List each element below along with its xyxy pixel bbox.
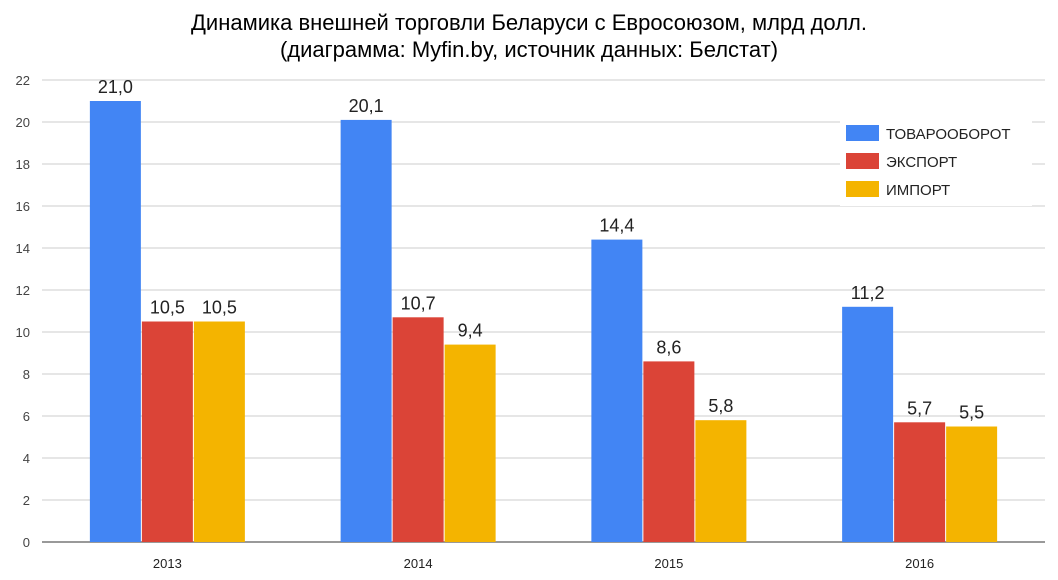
legend-swatch — [846, 125, 879, 141]
data-label: 10,5 — [202, 298, 237, 318]
bar-2014-2 — [444, 344, 496, 542]
bar-2016-1 — [894, 422, 946, 542]
data-label: 10,7 — [401, 293, 436, 313]
bar-2015-2 — [695, 420, 747, 542]
bars: 21,0 10,5 10,5 20,1 10,7 9,4 14,4 8,6 5,8 11,2 5,7… — [89, 77, 998, 543]
data-label: 5,5 — [959, 403, 984, 423]
data-label: 8,6 — [656, 337, 681, 357]
data-label: 5,8 — [708, 396, 733, 416]
y-tick-label: 0 — [23, 535, 30, 550]
bar-2016-2 — [946, 426, 998, 542]
x-tick-label: 2015 — [654, 556, 683, 571]
data-label: 20,1 — [349, 96, 384, 116]
data-label: 9,4 — [458, 321, 483, 341]
legend: ТОВАРООБОРОТ ЭКСПОРТ ИМПОРТ — [840, 116, 1032, 206]
y-tick-label: 10 — [16, 325, 30, 340]
bar-2014-1 — [392, 317, 444, 542]
y-tick-label: 14 — [16, 241, 30, 256]
x-tick-label: 2013 — [153, 556, 182, 571]
y-tick-label: 20 — [16, 115, 30, 130]
data-label: 5,7 — [907, 398, 932, 418]
bar-2015-0 — [591, 239, 643, 542]
chart-title-line1: Динамика внешней торговли Беларуси с Евр… — [191, 10, 867, 35]
y-tick-label: 4 — [23, 451, 30, 466]
bar-2015-1 — [643, 361, 695, 542]
legend-swatch — [846, 153, 879, 169]
legend-label: ЭКСПОРТ — [886, 154, 957, 171]
legend-label: ТОВАРООБОРОТ — [886, 126, 1011, 143]
y-tick-label: 18 — [16, 157, 30, 172]
legend-swatch — [846, 181, 879, 197]
y-tick-label: 16 — [16, 199, 30, 214]
bar-2014-0 — [340, 119, 392, 543]
chart-title-line2: (диаграмма: Myfin.by, источник данных: Б… — [280, 37, 778, 62]
data-label: 10,5 — [150, 298, 185, 318]
data-label: 11,2 — [851, 283, 885, 303]
data-label: 14,4 — [599, 216, 634, 236]
data-label: 21,0 — [98, 77, 133, 97]
y-tick-label: 8 — [23, 367, 30, 382]
bar-2013-1 — [141, 321, 193, 542]
legend-label: ИМПОРТ — [886, 182, 950, 199]
y-tick-label: 2 — [23, 493, 30, 508]
x-tick-label: 2016 — [905, 556, 934, 571]
x-axis: 2013 2014 2015 2016 — [153, 556, 934, 571]
y-tick-label: 6 — [23, 409, 30, 424]
bar-2013-2 — [193, 321, 245, 542]
x-tick-label: 2014 — [404, 556, 433, 571]
bar-2013-0 — [89, 101, 141, 542]
y-tick-label: 22 — [16, 73, 30, 88]
y-axis: 0 2 4 6 8 10 12 14 16 18 20 22 — [16, 73, 30, 550]
y-tick-label: 12 — [16, 283, 30, 298]
bar-2016-0 — [842, 306, 894, 542]
